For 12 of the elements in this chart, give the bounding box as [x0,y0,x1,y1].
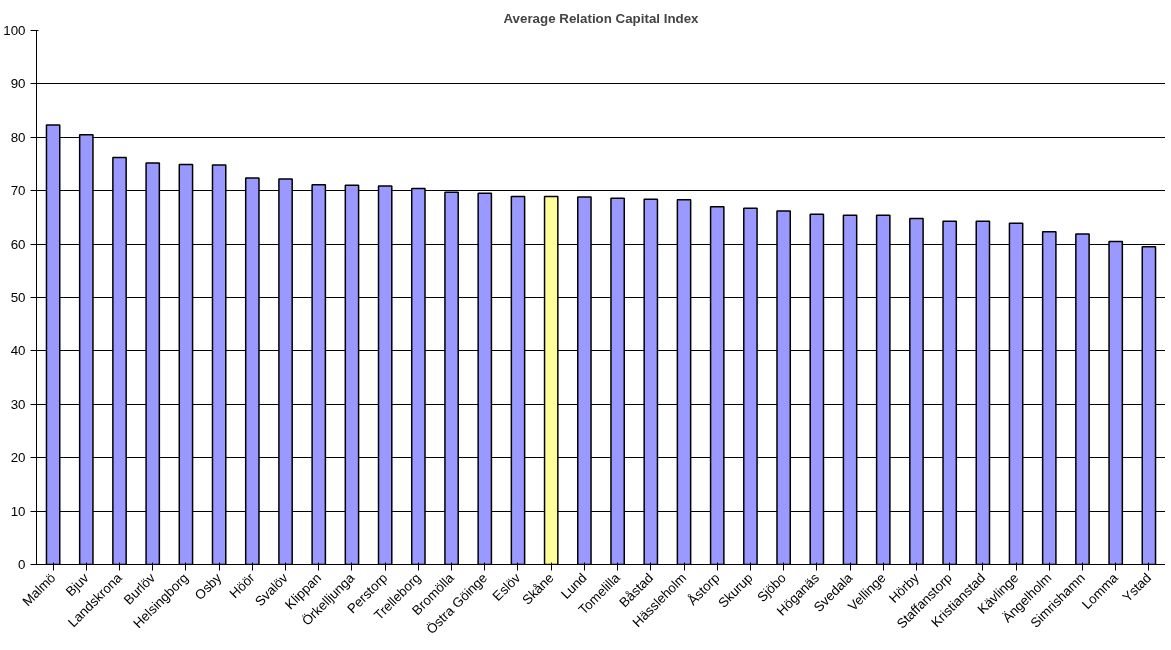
y-tick-label: 50 [10,290,26,305]
y-tick-label: 20 [10,450,26,466]
y-tick-label: 0 [18,557,26,572]
y-tick-label: 100 [3,23,26,38]
y-tick-label: 80 [10,129,26,145]
y-tick-label: 70 [10,183,26,199]
y-tick-label: 60 [10,236,26,252]
y-tick-label: 10 [10,503,26,519]
y-tick-label: 40 [10,343,26,359]
chart-title: Average Relation Capital Index [503,10,700,26]
y-tick-label: 30 [10,396,26,412]
y-tick-label: 90 [10,76,26,92]
